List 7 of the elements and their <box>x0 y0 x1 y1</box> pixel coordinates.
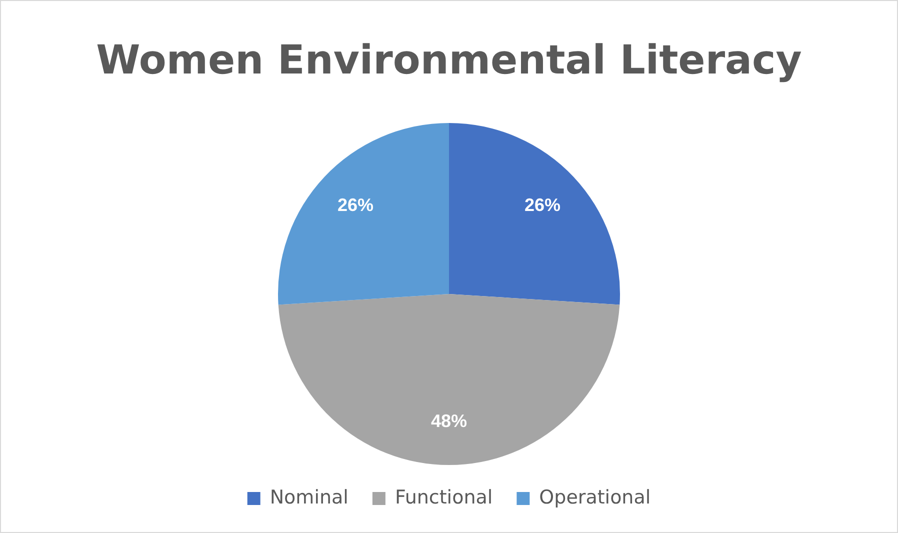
legend-label: Functional <box>394 486 493 508</box>
chart-title: Women Environmental Literacy <box>96 37 802 84</box>
data-label: 26% <box>524 195 561 216</box>
data-label: 26% <box>337 195 374 216</box>
legend-label: Nominal <box>270 486 348 508</box>
data-label: 48% <box>430 411 468 432</box>
legend-label: Operational <box>539 486 651 508</box>
